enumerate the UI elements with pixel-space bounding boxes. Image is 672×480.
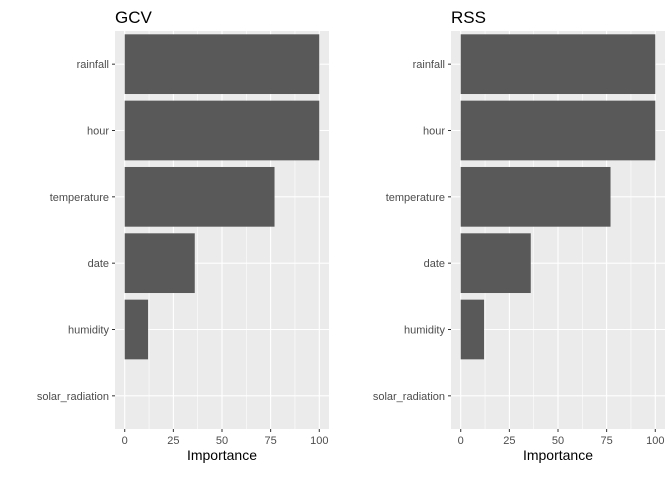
rss-panel: rainfall hour temperature date humidity solar… xyxy=(373,8,665,463)
bar-temperature xyxy=(460,166,611,227)
x-tick-label: 0 xyxy=(458,435,464,447)
x-tick-label: 25 xyxy=(503,435,515,447)
y-tick-label: hour xyxy=(87,126,109,138)
x-axis-title: Importance xyxy=(523,447,593,463)
bar-temperature xyxy=(124,166,275,227)
x-tick-label: 100 xyxy=(310,435,328,447)
y-tick-label: temperature xyxy=(50,192,109,204)
y-tick-label: date xyxy=(88,258,109,270)
bar-date xyxy=(124,233,195,294)
x-tick-label: 75 xyxy=(265,435,277,447)
chart-title: RSS xyxy=(451,8,486,27)
x-tick-label: 100 xyxy=(646,435,664,447)
bar-rainfall xyxy=(124,34,320,95)
x-tick-label: 50 xyxy=(552,435,564,447)
y-tick-label: rainfall xyxy=(77,59,109,71)
bar-hour xyxy=(460,100,656,161)
y-tick-label: solar_radiation xyxy=(373,391,445,403)
chart-title: GCV xyxy=(115,8,153,27)
bar-hour xyxy=(124,100,320,161)
x-tick-label: 25 xyxy=(167,435,179,447)
gcv-panel: rainfall hour temperature date humidity solar… xyxy=(37,8,329,463)
bar-date xyxy=(460,233,531,294)
x-tick-label: 75 xyxy=(601,435,613,447)
y-tick-label: humidity xyxy=(404,325,445,337)
x-axis-title: Importance xyxy=(187,447,257,463)
y-tick-label: hour xyxy=(423,126,445,138)
x-tick-label: 50 xyxy=(216,435,228,447)
y-tick-label: rainfall xyxy=(413,59,445,71)
y-tick-label: solar_radiation xyxy=(37,391,109,403)
y-tick-label: temperature xyxy=(386,192,445,204)
y-tick-label: date xyxy=(424,258,445,270)
bar-humidity xyxy=(460,299,485,360)
y-tick-label: humidity xyxy=(68,325,109,337)
x-tick-label: 0 xyxy=(122,435,128,447)
bar-rainfall xyxy=(460,34,656,95)
bar-humidity xyxy=(124,299,149,360)
